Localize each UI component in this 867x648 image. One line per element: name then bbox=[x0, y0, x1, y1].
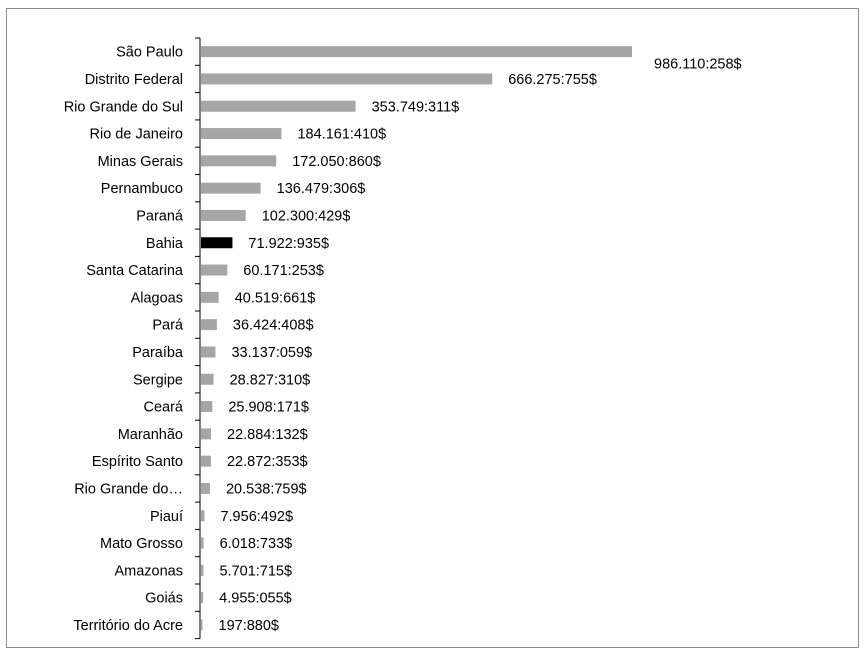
category-label: Espírito Santo bbox=[92, 454, 183, 470]
data-label: 71.922:935$ bbox=[248, 236, 329, 252]
bar-13 bbox=[201, 401, 213, 413]
category-label: Pará bbox=[152, 318, 184, 334]
chart-frame bbox=[6, 8, 859, 648]
category-label: Distrito Federal bbox=[85, 72, 183, 88]
data-label: 20.538:759$ bbox=[226, 481, 307, 497]
bar-18 bbox=[201, 537, 204, 549]
category-label: Paraíba bbox=[132, 345, 184, 361]
data-label: 102.300:429$ bbox=[262, 208, 351, 224]
data-label: 33.137:059$ bbox=[231, 345, 312, 361]
category-label: Amazonas bbox=[114, 563, 183, 579]
data-label: 25.908:171$ bbox=[228, 400, 309, 416]
bar-16 bbox=[201, 482, 210, 494]
bar-3 bbox=[201, 128, 282, 140]
category-label: Sergipe bbox=[133, 372, 183, 388]
bar-12 bbox=[201, 373, 214, 385]
category-label: Mato Grosso bbox=[100, 536, 183, 552]
category-label: São Paulo bbox=[116, 45, 183, 61]
data-label: 28.827:310$ bbox=[230, 372, 311, 388]
data-label: 5.701:715$ bbox=[219, 563, 292, 579]
data-label: 36.424:408$ bbox=[233, 318, 314, 334]
bar-17 bbox=[201, 510, 205, 522]
category-label: Pernambuco bbox=[101, 181, 183, 197]
category-label: Maranhão bbox=[118, 427, 183, 443]
category-label: Bahia bbox=[146, 236, 184, 252]
bar-19 bbox=[201, 564, 204, 576]
bar-14 bbox=[201, 428, 212, 440]
bar-20 bbox=[201, 592, 204, 604]
category-label: Rio Grande do… bbox=[74, 481, 183, 497]
data-label: 184.161:410$ bbox=[297, 127, 386, 143]
data-label: 22.872:353$ bbox=[227, 454, 308, 470]
data-label: 22.884:132$ bbox=[227, 427, 308, 443]
data-label: 60.171:253$ bbox=[243, 263, 324, 279]
category-label: Piauí bbox=[150, 509, 183, 525]
category-label: Alagoas bbox=[131, 290, 183, 306]
bar-11 bbox=[201, 346, 216, 358]
bar-4 bbox=[201, 155, 277, 167]
data-label: 666.275:755$ bbox=[508, 72, 597, 88]
data-label: 353.749:311$ bbox=[372, 99, 460, 115]
bar-2 bbox=[201, 100, 356, 112]
bar-6 bbox=[201, 209, 246, 221]
bar-21 bbox=[201, 619, 203, 631]
data-label: 4.955:055$ bbox=[219, 591, 292, 607]
category-label: Rio de Janeiro bbox=[90, 127, 184, 143]
data-label: 40.519:661$ bbox=[235, 290, 316, 306]
category-label: Minas Gerais bbox=[98, 154, 183, 170]
bar-5 bbox=[201, 182, 261, 194]
category-label: Rio Grande do Sul bbox=[64, 99, 183, 115]
category-label: Território do Acre bbox=[73, 618, 183, 634]
bar-9 bbox=[201, 291, 219, 303]
category-label: Paraná bbox=[136, 208, 184, 224]
bar-1 bbox=[201, 73, 493, 85]
data-label: 986.110:258$ bbox=[654, 57, 742, 73]
data-label: 136.479:306$ bbox=[277, 181, 366, 197]
data-label: 7.956:492$ bbox=[220, 509, 293, 525]
data-label: 197:880$ bbox=[219, 618, 279, 634]
bar-8 bbox=[201, 264, 228, 276]
bar-0 bbox=[201, 46, 632, 58]
category-label: Goiás bbox=[145, 591, 183, 607]
data-label: 172.050:860$ bbox=[292, 154, 381, 170]
category-label: Ceará bbox=[144, 400, 184, 416]
bar-15 bbox=[201, 455, 211, 467]
data-label: 6.018:733$ bbox=[220, 536, 293, 552]
category-label: Santa Catarina bbox=[86, 263, 184, 279]
bar-7 bbox=[201, 237, 233, 249]
bar-10 bbox=[201, 319, 217, 331]
